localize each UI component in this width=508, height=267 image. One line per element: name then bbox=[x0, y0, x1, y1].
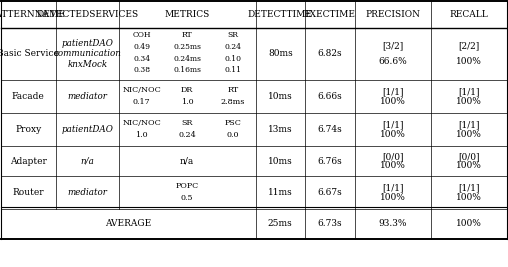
Text: 100%: 100% bbox=[456, 130, 482, 139]
Text: 10ms: 10ms bbox=[268, 92, 293, 101]
Text: PATTERNNAME: PATTERNNAME bbox=[0, 10, 66, 19]
Text: [0/0]: [0/0] bbox=[382, 152, 403, 161]
Text: 6.73s: 6.73s bbox=[318, 219, 342, 229]
Text: 100%: 100% bbox=[379, 97, 405, 106]
Text: 0.24ms: 0.24ms bbox=[173, 55, 201, 63]
Text: PRECISION: PRECISION bbox=[365, 10, 420, 19]
Text: 0.24: 0.24 bbox=[178, 131, 196, 139]
Text: RT: RT bbox=[182, 31, 193, 39]
Text: Proxy: Proxy bbox=[15, 125, 42, 134]
Text: n/a: n/a bbox=[180, 156, 195, 166]
Text: 66.6%: 66.6% bbox=[378, 57, 407, 66]
Text: 6.74s: 6.74s bbox=[318, 125, 342, 134]
Text: mediator: mediator bbox=[68, 188, 107, 197]
Text: n/a: n/a bbox=[80, 156, 94, 166]
Text: NIC/NOC: NIC/NOC bbox=[122, 86, 161, 94]
Text: 6.76s: 6.76s bbox=[318, 156, 342, 166]
Text: PSC: PSC bbox=[225, 119, 241, 127]
Text: SR: SR bbox=[181, 119, 193, 127]
Text: 0.5: 0.5 bbox=[181, 194, 194, 202]
Text: RT: RT bbox=[227, 86, 238, 94]
Text: 25ms: 25ms bbox=[268, 219, 293, 229]
Text: DETECTTIME: DETECTTIME bbox=[248, 10, 313, 19]
Text: RECALL: RECALL bbox=[450, 10, 488, 19]
Text: 100%: 100% bbox=[456, 161, 482, 170]
Text: 6.66s: 6.66s bbox=[318, 92, 342, 101]
Text: 0.11: 0.11 bbox=[224, 66, 241, 74]
Text: 0.10: 0.10 bbox=[224, 55, 241, 63]
Text: Facade: Facade bbox=[12, 92, 45, 101]
Text: [1/1]: [1/1] bbox=[382, 120, 403, 129]
Text: [3/2]: [3/2] bbox=[382, 42, 403, 51]
Text: 100%: 100% bbox=[379, 161, 405, 170]
Text: 1.0: 1.0 bbox=[135, 131, 148, 139]
Text: [0/0]: [0/0] bbox=[458, 152, 480, 161]
Text: POPC: POPC bbox=[176, 182, 199, 190]
Text: 80ms: 80ms bbox=[268, 49, 293, 58]
Text: NIC/NOC: NIC/NOC bbox=[122, 119, 161, 127]
Text: 2.8ms: 2.8ms bbox=[220, 99, 245, 107]
Text: DR: DR bbox=[181, 86, 194, 94]
Text: [1/1]: [1/1] bbox=[458, 87, 480, 96]
Text: [1/1]: [1/1] bbox=[382, 87, 403, 96]
Text: 0.0: 0.0 bbox=[227, 131, 239, 139]
Text: 13ms: 13ms bbox=[268, 125, 293, 134]
Text: 93.3%: 93.3% bbox=[378, 219, 407, 229]
Text: Adapter: Adapter bbox=[10, 156, 47, 166]
Text: 0.49: 0.49 bbox=[133, 43, 150, 51]
Text: Basic Service: Basic Service bbox=[0, 49, 59, 58]
Text: 0.17: 0.17 bbox=[133, 99, 150, 107]
Text: patientDAO
communication
knxMock: patientDAO communication knxMock bbox=[53, 39, 121, 69]
Text: Router: Router bbox=[13, 188, 44, 197]
Text: patientDAO: patientDAO bbox=[61, 125, 113, 134]
Text: EXECTIME: EXECTIME bbox=[304, 10, 356, 19]
Text: [2/2]: [2/2] bbox=[458, 42, 480, 51]
Text: 100%: 100% bbox=[456, 219, 482, 229]
Text: COH: COH bbox=[133, 31, 151, 39]
Text: 0.16ms: 0.16ms bbox=[173, 66, 201, 74]
Text: [1/1]: [1/1] bbox=[458, 183, 480, 192]
Text: mediator: mediator bbox=[68, 92, 107, 101]
Text: 0.24: 0.24 bbox=[224, 43, 241, 51]
Text: SR: SR bbox=[227, 31, 238, 39]
Text: DETECTEDSERVICES: DETECTEDSERVICES bbox=[36, 10, 138, 19]
Text: 100%: 100% bbox=[379, 193, 405, 202]
Text: 100%: 100% bbox=[379, 130, 405, 139]
Text: 100%: 100% bbox=[456, 97, 482, 106]
Text: [1/1]: [1/1] bbox=[458, 120, 480, 129]
Text: 6.67s: 6.67s bbox=[318, 188, 342, 197]
Text: 0.38: 0.38 bbox=[133, 66, 150, 74]
Text: 10ms: 10ms bbox=[268, 156, 293, 166]
Text: 0.34: 0.34 bbox=[133, 55, 150, 63]
Text: 0.25ms: 0.25ms bbox=[173, 43, 201, 51]
Text: METRICS: METRICS bbox=[165, 10, 210, 19]
Text: [1/1]: [1/1] bbox=[382, 183, 403, 192]
Text: 6.82s: 6.82s bbox=[318, 49, 342, 58]
Text: 11ms: 11ms bbox=[268, 188, 293, 197]
Text: 100%: 100% bbox=[456, 57, 482, 66]
Text: AVERAGE: AVERAGE bbox=[105, 219, 151, 229]
Text: 1.0: 1.0 bbox=[181, 99, 194, 107]
Text: 100%: 100% bbox=[456, 193, 482, 202]
